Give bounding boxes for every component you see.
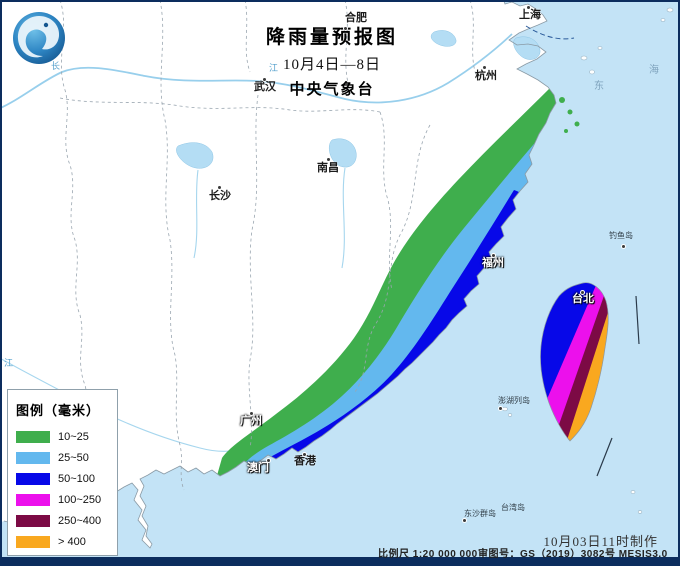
maritime-boundary-segments [596,295,640,477]
lakes [176,30,541,169]
legend-label: 100~250 [58,493,102,506]
legend-label: 50~100 [58,472,96,485]
map-scale: 比例尺 1:20 000 000 [378,549,478,560]
legend-swatch [16,514,50,527]
legend-box: 图例（毫米） 10~25 25~50 50~100 100~250 250~400 > 4… [7,389,118,556]
band-50-100 [242,190,541,507]
band-25-50 [230,130,556,506]
legend-item: 100~250 [16,489,117,510]
legend-item: 250~400 [16,510,117,531]
legend-swatch [16,451,50,464]
legend-item: > 400 [16,531,117,552]
pearl-river [0,167,346,452]
dragon-weather-logo-icon [13,12,65,64]
produced-timestamp: 10月03日11时制作 [543,534,658,549]
band-10-25 [214,86,556,500]
estuary-boundary-dashed [525,25,575,40]
taiwan-outline [540,282,609,442]
bottom-bar [0,557,680,566]
coastline [3,0,557,549]
mainland-landmass [0,0,556,548]
map-approval-number: 审图号：GS（2019）3082号 MESIS3.0 [478,549,668,560]
legend-title: 图例（毫米） [16,403,101,418]
legend-item: 10~25 [16,426,117,447]
legend-label: 10~25 [58,430,89,443]
yangtze-river [0,33,513,110]
legend-swatch [16,472,50,485]
legend-label: > 400 [58,535,86,548]
province-borders [59,0,477,506]
small-islands [502,7,674,542]
legend-swatch [16,430,50,443]
legend-item: 25~50 [16,447,117,468]
legend-swatch [16,493,50,506]
legend-label: 25~50 [58,451,89,464]
legend-label: 250~400 [58,514,102,527]
legend-item: 50~100 [16,468,117,489]
legend-swatch [16,535,50,548]
legend-items: 10~25 25~50 50~100 100~250 250~400 > 400 [16,426,117,552]
